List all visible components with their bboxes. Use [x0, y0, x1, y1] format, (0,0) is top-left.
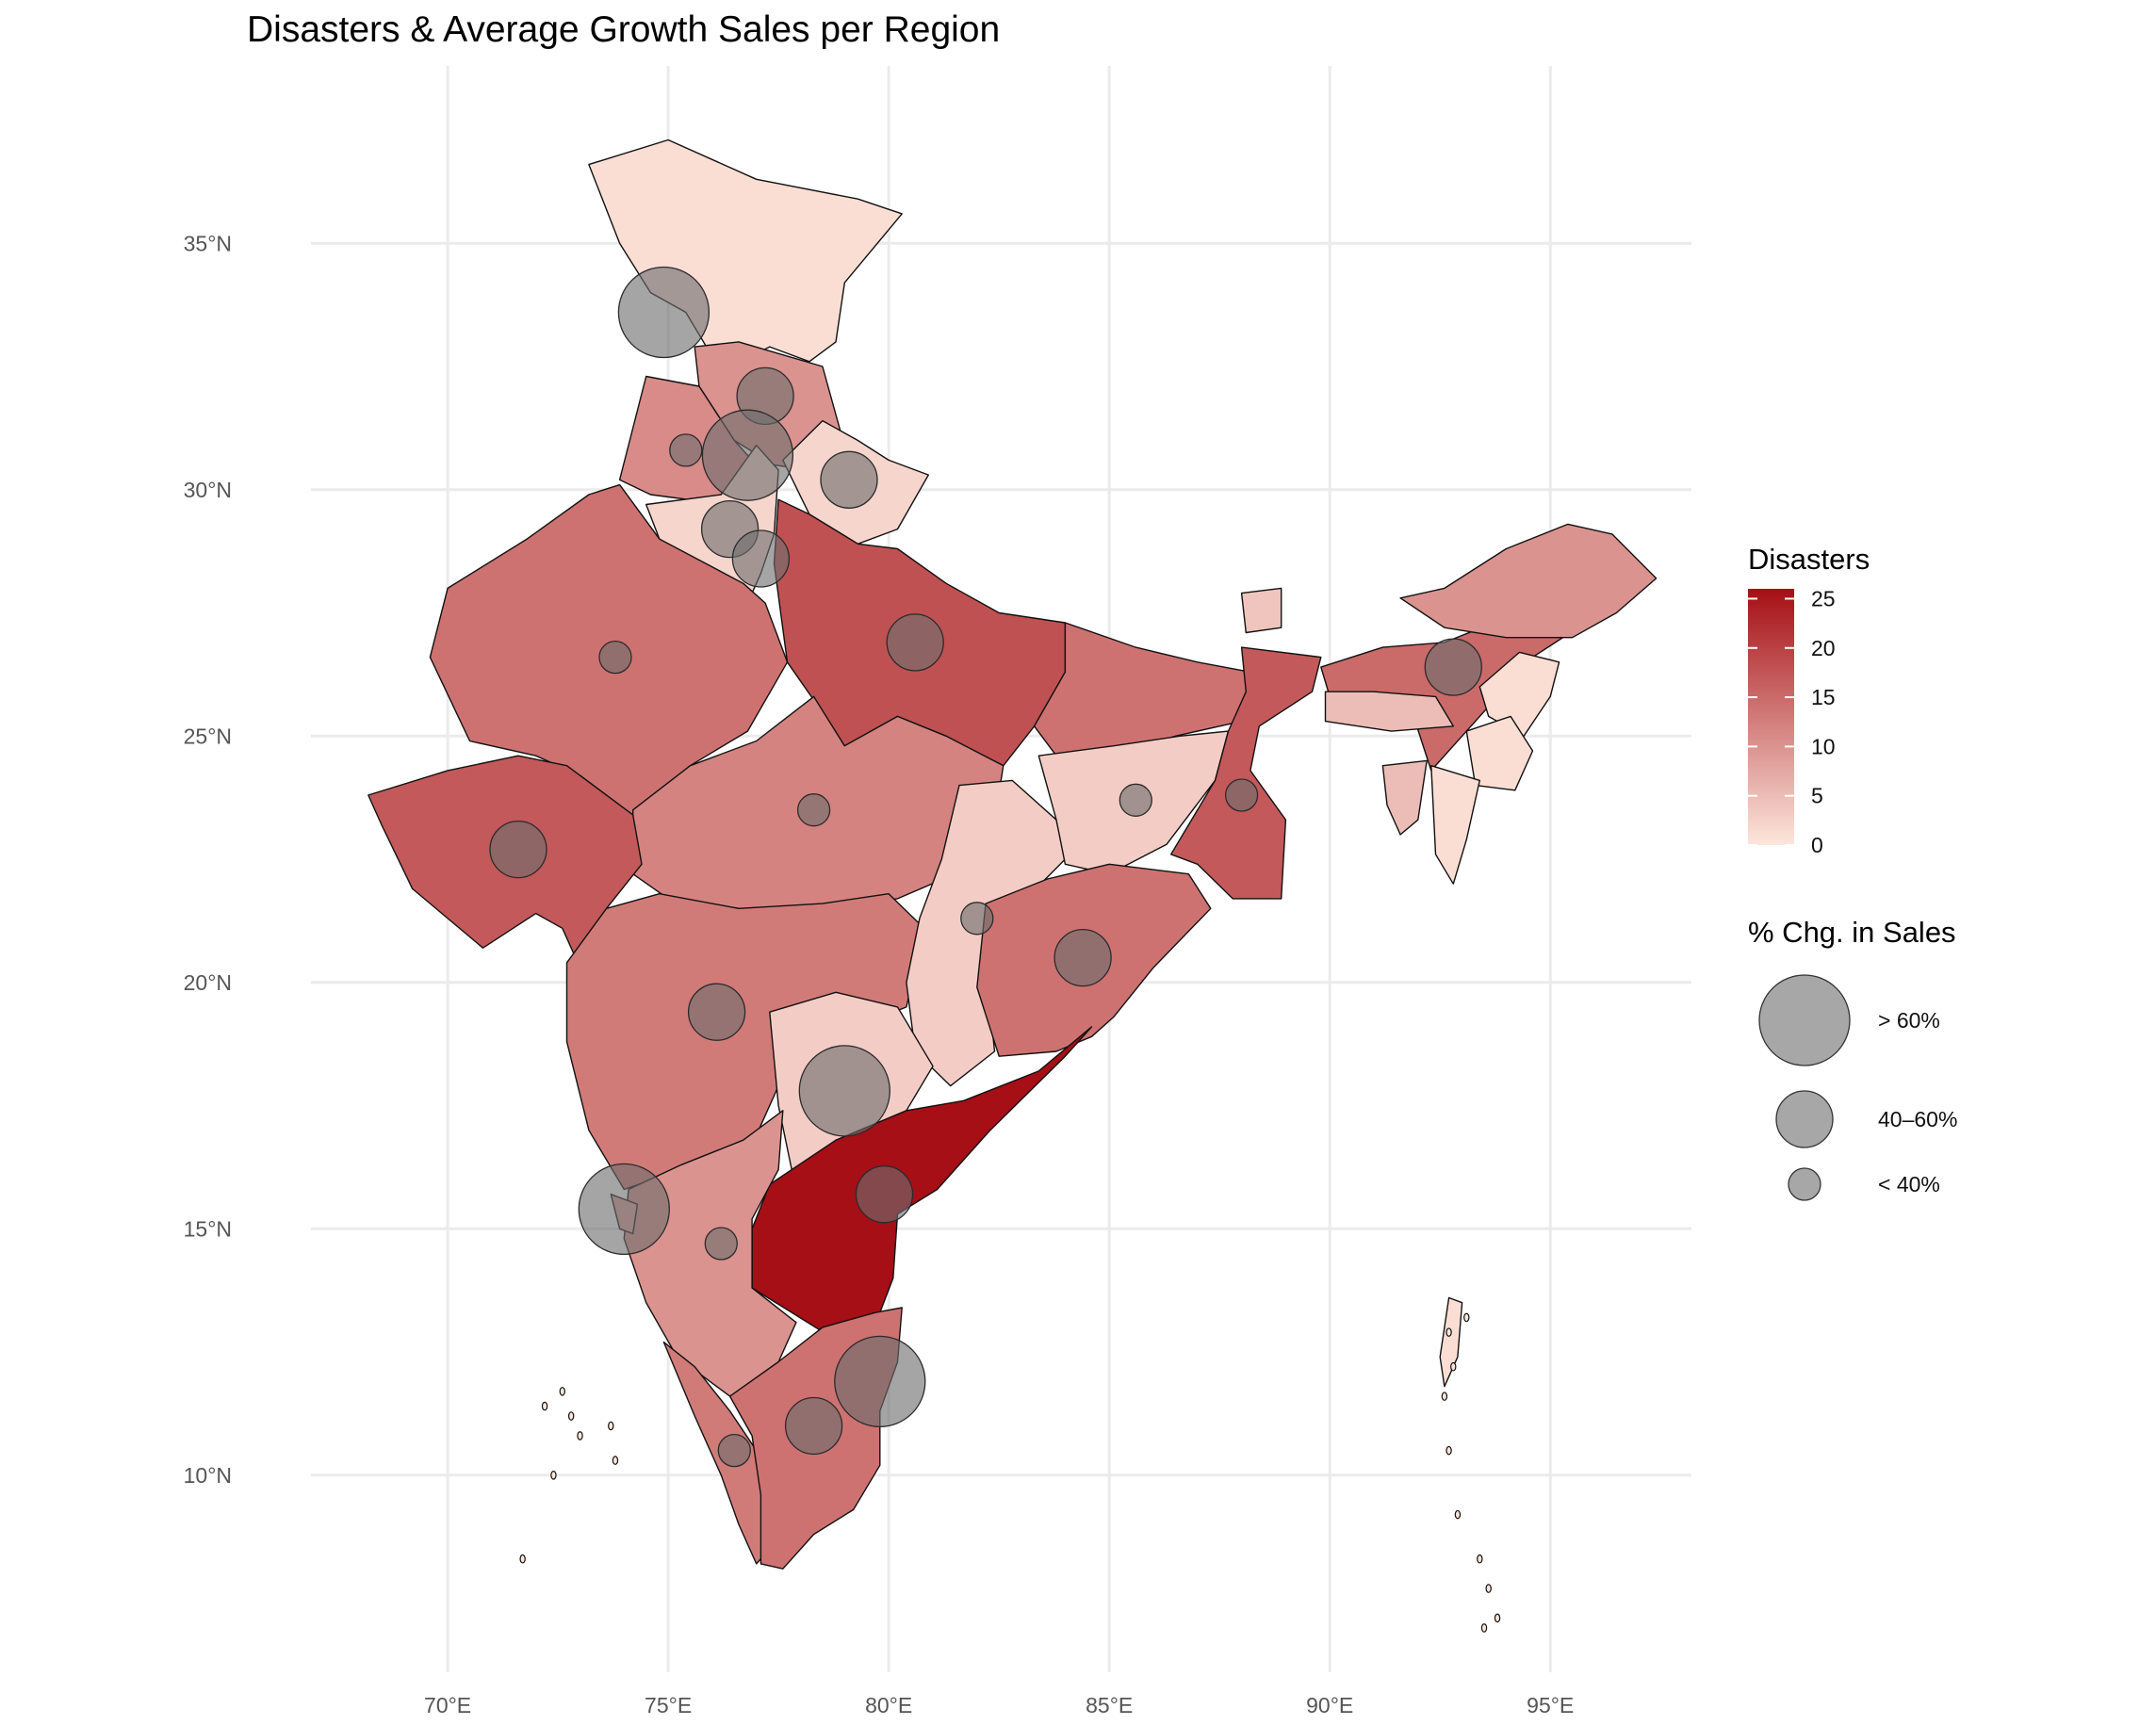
- sales-bubble: [704, 1227, 738, 1261]
- island-mark: [1480, 1623, 1488, 1633]
- size-legend-key: [1775, 1090, 1834, 1148]
- y-tick-label: 35°N: [184, 231, 232, 255]
- sales-bubble: [717, 1433, 751, 1468]
- sales-bubble: [687, 983, 746, 1041]
- sales-bubble: [731, 529, 791, 588]
- sales-bubble: [960, 902, 994, 936]
- size-legend-label: < 40%: [1878, 1172, 1940, 1196]
- colorbar-tick-label: 0: [1811, 833, 1823, 857]
- fill-legend-title: Disasters: [1748, 543, 1870, 576]
- island-mark: [559, 1387, 565, 1396]
- sales-bubble: [1424, 638, 1482, 696]
- y-tick-label: 30°N: [184, 478, 232, 502]
- sales-bubble: [796, 793, 831, 827]
- chart-title: Disasters & Average Growth Sales per Reg…: [247, 9, 1001, 50]
- region-nagaland: [1478, 651, 1560, 737]
- sales-bubble: [834, 1335, 926, 1428]
- size-legend-label: > 60%: [1878, 1008, 1940, 1033]
- y-tick-label: 25°N: [184, 724, 232, 748]
- sales-bubble: [669, 433, 703, 467]
- region-sikkim: [1240, 587, 1282, 634]
- size-legend-label: 40–60%: [1878, 1107, 1957, 1131]
- fill-legend: Disasters 0 5 10 15 20 25: [1748, 543, 1870, 857]
- region-manipur: [1465, 715, 1534, 791]
- sales-bubble: [489, 820, 547, 879]
- sales-bubble: [886, 613, 944, 672]
- x-tick-label: 75°E: [645, 1693, 692, 1717]
- region-polygons: [368, 138, 1658, 1570]
- region-andhra-pradesh: [751, 1026, 1093, 1339]
- sales-bubble: [598, 640, 632, 675]
- sales-bubble: [617, 266, 710, 359]
- island-mark: [567, 1411, 575, 1421]
- island-mark: [1446, 1327, 1452, 1337]
- y-tick-label: 20°N: [184, 970, 232, 995]
- colorbar-tick-label: 5: [1811, 784, 1823, 808]
- x-tick-label: 80°E: [865, 1693, 912, 1717]
- sales-bubble: [1224, 778, 1259, 812]
- sales-bubble: [1119, 783, 1152, 817]
- island-mark: [541, 1401, 548, 1411]
- island-mark: [519, 1554, 526, 1564]
- island-mark: [1463, 1312, 1470, 1323]
- colorbar-tick-label: 20: [1811, 636, 1836, 660]
- size-legend-key: [1758, 974, 1851, 1066]
- sales-bubble: [701, 409, 794, 501]
- x-tick-label: 90°E: [1306, 1693, 1353, 1717]
- region-andaman-nicobar: [1439, 1296, 1463, 1388]
- x-tick-label: 70°E: [424, 1693, 471, 1717]
- x-tick-label: 85°E: [1086, 1693, 1133, 1717]
- island-mark: [1477, 1554, 1483, 1564]
- island-mark: [577, 1431, 583, 1440]
- island-mark: [1450, 1361, 1457, 1372]
- size-legend-title: % Chg. in Sales: [1748, 916, 1956, 949]
- sales-bubble: [798, 1045, 890, 1137]
- island-mark: [608, 1421, 614, 1431]
- y-tick-label: 15°N: [184, 1216, 232, 1241]
- island-mark: [1441, 1391, 1448, 1401]
- size-legend-key: [1788, 1167, 1821, 1201]
- sales-bubble: [1054, 928, 1112, 987]
- colorbar-tick-label: 15: [1811, 685, 1836, 709]
- sales-bubble: [855, 1165, 914, 1224]
- region-west-bengal: [1170, 646, 1322, 900]
- island-mark: [1494, 1613, 1501, 1623]
- island-mark: [1446, 1445, 1452, 1456]
- axis-ticks: 70°E 75°E 80°E 85°E 90°E 95°E 10°N 15°N 20°N 25°N…: [184, 231, 1575, 1717]
- colorbar-tick-label: 10: [1811, 734, 1836, 758]
- fill-colorbar: [1748, 589, 1794, 845]
- island-mark: [1485, 1584, 1492, 1593]
- island-mark: [1454, 1509, 1462, 1520]
- island-marks: [519, 1312, 1501, 1633]
- y-tick-label: 10°N: [184, 1463, 232, 1488]
- sales-bubble: [784, 1396, 843, 1456]
- sales-bubble: [820, 450, 878, 509]
- island-mark: [550, 1470, 557, 1480]
- colorbar-tick-label: 25: [1811, 586, 1836, 610]
- region-mizoram: [1430, 765, 1480, 885]
- region-meghalaya: [1324, 691, 1454, 732]
- x-tick-label: 95°E: [1527, 1693, 1574, 1717]
- island-mark: [612, 1456, 619, 1465]
- region-arunachal-pradesh: [1399, 523, 1658, 639]
- sales-bubble: [578, 1163, 670, 1256]
- region-tripura: [1381, 759, 1428, 836]
- sales-bubbles: [489, 266, 1482, 1468]
- size-legend: % Chg. in Sales > 60% 40–60% < 40%: [1748, 916, 1957, 1201]
